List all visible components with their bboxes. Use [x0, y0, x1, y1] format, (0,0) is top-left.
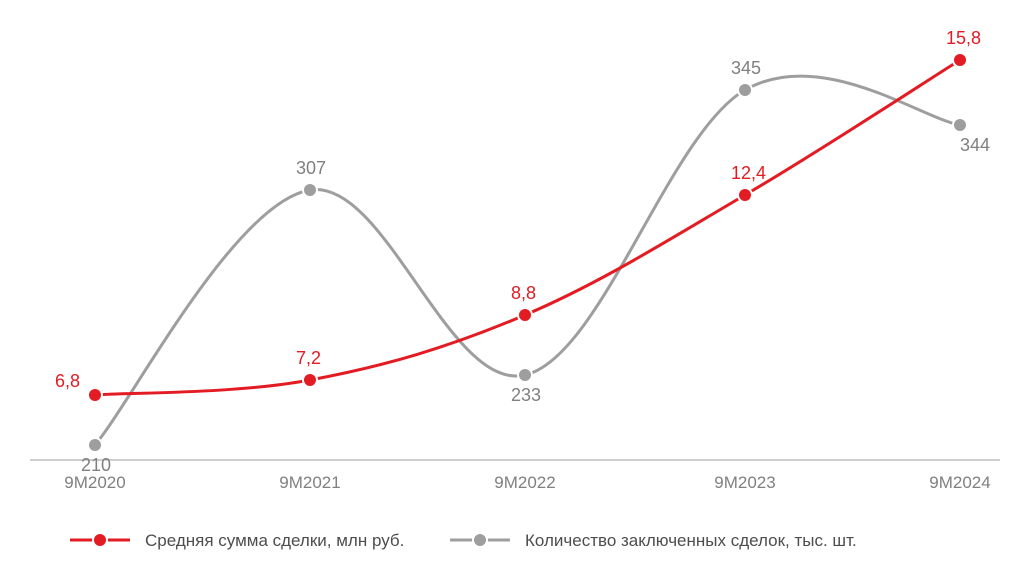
marker-deal_count-2 — [518, 368, 532, 382]
legend-label-deal_count: Количество заключенных сделок, тыс. шт. — [525, 531, 857, 550]
data-label-deal_count-3: 345 — [731, 58, 761, 78]
x-axis-labels: 9М2020 9М2021 9М2022 9М2023 9М2024 — [64, 473, 990, 492]
x-axis-label-2: 9М2022 — [494, 473, 555, 492]
data-label-deal_count-4: 344 — [960, 135, 990, 155]
data-label-avg_deal-0: 6,8 — [55, 371, 80, 391]
data-label-avg_deal-1: 7,2 — [296, 348, 321, 368]
marker-deal_count-4 — [953, 118, 967, 132]
data-label-avg_deal-2: 8,8 — [511, 283, 536, 303]
marker-avg_deal-2 — [518, 308, 532, 322]
marker-deal_count-1 — [303, 183, 317, 197]
marker-avg_deal-3 — [738, 188, 752, 202]
data-label-avg_deal-4: 15,8 — [946, 28, 981, 48]
x-axis-label-1: 9М2021 — [279, 473, 340, 492]
legend: Средняя сумма сделки, млн руб. Количество… — [70, 531, 857, 550]
data-label-deal_count-2: 233 — [511, 385, 541, 405]
x-axis-label-3: 9М2023 — [714, 473, 775, 492]
marker-avg_deal-1 — [303, 373, 317, 387]
marker-avg_deal-4 — [953, 53, 967, 67]
x-axis-label-0: 9М2020 — [64, 473, 125, 492]
legend-label-avg_deal: Средняя сумма сделки, млн руб. — [145, 531, 404, 550]
marker-avg_deal-0 — [88, 388, 102, 402]
marker-deal_count-0 — [88, 438, 102, 452]
data-label-deal_count-0: 210 — [81, 455, 111, 475]
legend-marker-avg_deal — [93, 533, 107, 547]
marker-deal_count-3 — [738, 83, 752, 97]
data-label-deal_count-1: 307 — [296, 158, 326, 178]
series-avg-deal-line — [95, 60, 960, 395]
line-chart: 210 307 233 345 344 6,8 7,2 8,8 12,4 15,8 9М2020… — [0, 0, 1024, 568]
series-avg-deal-markers — [88, 53, 967, 402]
data-label-avg_deal-3: 12,4 — [731, 163, 766, 183]
legend-marker-deal_count — [473, 533, 487, 547]
x-axis-label-4: 9М2024 — [929, 473, 990, 492]
chart-container: 210 307 233 345 344 6,8 7,2 8,8 12,4 15,8 9М2020… — [0, 0, 1024, 568]
